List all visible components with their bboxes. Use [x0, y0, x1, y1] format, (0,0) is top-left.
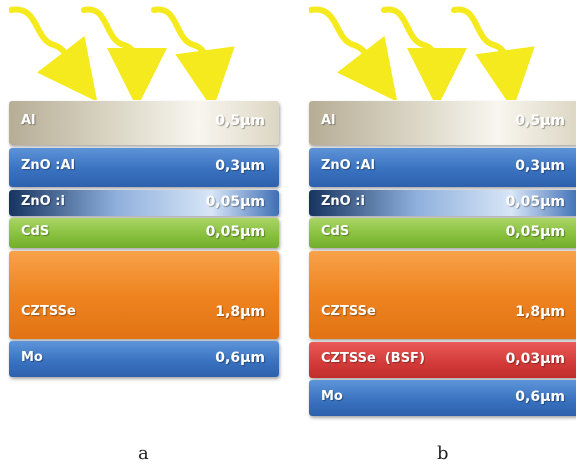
- sunlight-arrow-icon: [81, 6, 168, 100]
- layer-thickness: 0,5µm: [515, 113, 565, 129]
- sunlight-arrow-icon: [151, 6, 235, 100]
- layer-zno-al: ZnO :Al 0,3µm: [309, 148, 576, 187]
- layer-name: ZnO :i: [321, 194, 365, 209]
- layer-thickness: 0,05µm: [505, 194, 565, 210]
- layer-thickness: 1,8µm: [215, 304, 265, 320]
- sunlight-arrows: [309, 6, 535, 100]
- layer-cztsse: CZTSSe 1,8µm: [309, 251, 576, 339]
- layer-name: Mo: [321, 389, 343, 404]
- layer-thickness: 0,05µm: [505, 224, 565, 240]
- layer-cds: CdS 0,05µm: [9, 218, 279, 248]
- layer-cds: CdS 0,05µm: [309, 218, 576, 248]
- layer-thickness: 0,03µm: [505, 351, 565, 367]
- sunlight-arrows: [9, 6, 235, 100]
- layer-name: ZnO :Al: [321, 158, 375, 173]
- layer-cztsse-bsf: CZTSSe (BSF) 0,03µm: [309, 342, 576, 378]
- layer-thickness: 0,3µm: [215, 158, 265, 174]
- layer-name: Al: [321, 113, 336, 128]
- layer-thickness: 0,6µm: [215, 350, 265, 366]
- layer-thickness: 0,5µm: [215, 113, 265, 129]
- layer-thickness: 0,3µm: [515, 158, 565, 174]
- layer-name: CdS: [21, 224, 50, 239]
- layer-mo: Mo 0,6µm: [9, 341, 279, 377]
- layer-name: Mo: [21, 350, 43, 365]
- panel-b: Al 0,5µm ZnO :Al 0,3µm ZnO :i 0,05µm CdS…: [309, 0, 576, 468]
- sunlight-arrow-icon: [451, 6, 535, 100]
- layer-zno-al: ZnO :Al 0,3µm: [9, 148, 279, 187]
- layer-name: CZTSSe (BSF): [321, 351, 425, 366]
- layer-name: ZnO :Al: [21, 158, 75, 173]
- layer-name: ZnO :i: [21, 194, 65, 209]
- sunlight-arrow-icon: [9, 6, 98, 100]
- layer-thickness: 0,05µm: [205, 194, 265, 210]
- layer-mo: Mo 0,6µm: [309, 380, 576, 416]
- layer-al: Al 0,5µm: [309, 101, 576, 145]
- sunlight-arrow-icon: [381, 6, 468, 100]
- layer-al: Al 0,5µm: [9, 101, 279, 145]
- layer-zno-i: ZnO :i 0,05µm: [309, 190, 576, 216]
- panel-caption: b: [437, 443, 449, 464]
- panel-caption: a: [138, 443, 149, 464]
- layer-thickness: 1,8µm: [515, 304, 565, 320]
- layer-name: CZTSSe: [321, 304, 376, 319]
- layer-zno-i: ZnO :i 0,05µm: [9, 190, 279, 216]
- layer-thickness: 0,05µm: [205, 224, 265, 240]
- layer-cztsse: CZTSSe 1,8µm: [9, 251, 279, 339]
- layer-name: CZTSSe: [21, 304, 76, 319]
- sunlight-arrow-icon: [309, 6, 398, 100]
- panel-a: Al 0,5µm ZnO :Al 0,3µm ZnO :i 0,05µm CdS…: [9, 0, 279, 468]
- layer-name: Al: [21, 113, 36, 128]
- layer-thickness: 0,6µm: [515, 389, 565, 405]
- layer-name: CdS: [321, 224, 350, 239]
